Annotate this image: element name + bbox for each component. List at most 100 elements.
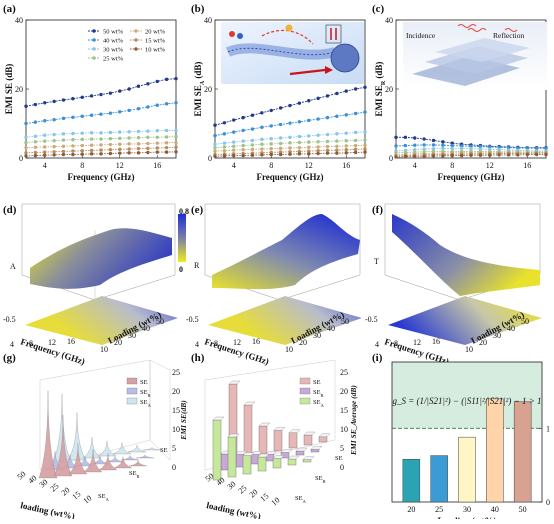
data-point xyxy=(127,108,131,113)
ytick-label: 40 xyxy=(15,16,23,25)
data-point xyxy=(450,153,454,158)
ytick-label: 10 xyxy=(465,345,473,354)
data-point xyxy=(164,102,169,106)
data-point xyxy=(363,138,367,142)
data-point xyxy=(99,143,103,147)
data-point xyxy=(525,146,529,150)
bar-top xyxy=(257,453,270,458)
data-point xyxy=(127,151,131,155)
data-point xyxy=(80,137,84,142)
data-point xyxy=(297,101,302,105)
series-line-25wt xyxy=(395,150,546,154)
data-point xyxy=(269,124,273,128)
data-point xyxy=(155,135,159,139)
ytick-label: 10 xyxy=(285,345,293,354)
data-point xyxy=(155,141,159,145)
bar-SE_A xyxy=(242,455,252,475)
area-peak-SE xyxy=(83,449,103,473)
data-point xyxy=(441,154,445,158)
data-point xyxy=(325,94,330,98)
data-point xyxy=(353,147,358,152)
data-point xyxy=(269,136,273,141)
data-point xyxy=(403,135,408,139)
data-point xyxy=(118,142,122,146)
data-point xyxy=(353,138,358,143)
data-point xyxy=(108,151,113,156)
ytick-label: 50 xyxy=(341,317,349,326)
data-point xyxy=(146,146,150,151)
ytick-label: 30 xyxy=(493,331,501,340)
data-point xyxy=(316,151,320,156)
surface-e xyxy=(212,214,360,290)
xtick-label: 4 xyxy=(195,340,199,349)
panel-label-a: (a) xyxy=(3,3,16,15)
ytick-label: 50 xyxy=(156,317,164,326)
data-point xyxy=(99,112,103,116)
data-point xyxy=(71,131,75,136)
data-point xyxy=(108,91,113,95)
xtick-label: 4 xyxy=(413,161,417,170)
data-point xyxy=(363,130,367,134)
data-point xyxy=(33,134,38,138)
legend-label: 30 wt% xyxy=(103,47,124,54)
data-point xyxy=(24,145,28,150)
legend-swatch xyxy=(126,397,138,405)
data-point xyxy=(52,118,56,122)
series-line-20wt xyxy=(25,142,177,149)
ztick-label: 0 xyxy=(340,463,344,472)
data-point xyxy=(506,145,511,150)
bar-top xyxy=(228,380,241,385)
data-point xyxy=(43,153,47,157)
floor-projection-d xyxy=(25,296,178,345)
data-point xyxy=(33,145,38,150)
data-point xyxy=(250,138,255,143)
chart-i: 202530405001Loading (wt%)g_S = (1/|S21|²… xyxy=(391,361,550,524)
xtick-label: 12 xyxy=(413,338,421,347)
series-line-10wt xyxy=(395,154,546,158)
depth-sub: A xyxy=(303,499,307,504)
chart-f: T -0.5 Frequency (GHz) Loading (wt%) xyxy=(365,203,542,367)
data-point xyxy=(422,143,426,147)
category-label: 30 xyxy=(226,479,238,491)
legend-sub: A xyxy=(148,403,152,408)
data-point xyxy=(213,133,217,138)
zlabel: EMI SE_Average (dB) xyxy=(349,385,358,456)
bar-top xyxy=(280,449,293,453)
ytick-label: 30 xyxy=(313,331,321,340)
data-point xyxy=(297,145,302,150)
legend-marker xyxy=(92,47,96,51)
data-point xyxy=(24,104,28,108)
data-point xyxy=(80,152,84,156)
colorbar-min: 0 xyxy=(179,265,183,274)
data-point xyxy=(431,143,436,147)
data-point xyxy=(174,140,178,145)
zlabel-f: T xyxy=(374,257,379,266)
data-point xyxy=(441,146,445,151)
data-point xyxy=(260,142,264,146)
nanofiber-inset-illustration xyxy=(221,22,364,84)
data-point xyxy=(269,142,273,146)
data-point xyxy=(213,142,217,146)
inset-label-reflection: Reflection xyxy=(493,31,524,40)
data-point xyxy=(174,134,178,139)
data-point xyxy=(363,150,367,154)
data-point xyxy=(24,140,28,145)
panel-label-e: (e) xyxy=(191,204,204,216)
ytick-label: 40 xyxy=(142,324,150,333)
data-point xyxy=(413,148,417,152)
xlabel: Frequency (GHz) xyxy=(67,172,134,182)
ylabel: EMI SEA (dB) xyxy=(193,62,206,117)
data-point xyxy=(222,121,227,125)
series-line-50wt xyxy=(25,78,177,107)
depth-sub: R xyxy=(323,479,326,484)
data-point xyxy=(99,92,103,97)
category-label: 40 xyxy=(215,475,227,487)
data-point xyxy=(344,89,348,93)
data-point xyxy=(297,152,302,156)
data-point xyxy=(307,134,311,138)
area-peak-SE_A xyxy=(112,442,132,455)
bar-top xyxy=(212,416,225,421)
data-point xyxy=(164,150,169,154)
data-point xyxy=(288,141,292,145)
legend-label: SEA xyxy=(140,399,152,408)
